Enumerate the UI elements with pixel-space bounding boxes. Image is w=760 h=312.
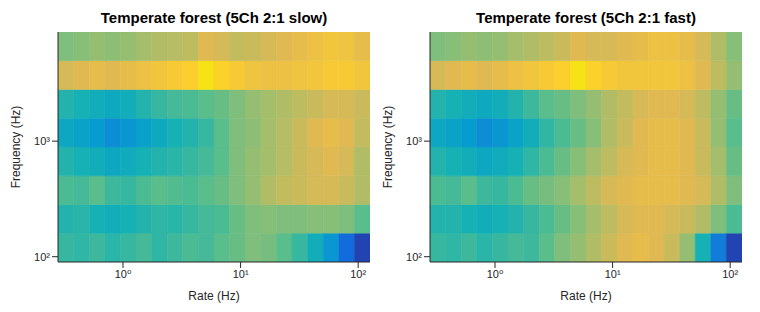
svg-text:Rate (Hz): Rate (Hz) [188, 289, 239, 303]
svg-text:Rate (Hz): Rate (Hz) [560, 289, 611, 303]
svg-text:10³: 10³ [34, 135, 50, 147]
svg-text:Frequency (Hz): Frequency (Hz) [381, 106, 395, 189]
svg-text:10¹: 10¹ [605, 268, 621, 280]
svg-text:10²: 10² [722, 268, 738, 280]
svg-text:10²: 10² [406, 251, 422, 263]
svg-text:10²: 10² [34, 251, 50, 263]
svg-text:10⁰: 10⁰ [115, 268, 132, 280]
html-text:Temperate forest (5Ch 2:1 fast: Temperate forest (5Ch 2:1 fast) [476, 9, 696, 26]
html-text:Temperate forest (5Ch 2:1 slow: Temperate forest (5Ch 2:1 slow) [100, 9, 328, 26]
svg-text:10³: 10³ [406, 135, 422, 147]
svg-text:10²: 10² [350, 268, 366, 280]
svg-text:Frequency (Hz): Frequency (Hz) [9, 106, 23, 189]
svg-text:10⁰: 10⁰ [487, 268, 504, 280]
svg-text:10¹: 10¹ [233, 268, 249, 280]
